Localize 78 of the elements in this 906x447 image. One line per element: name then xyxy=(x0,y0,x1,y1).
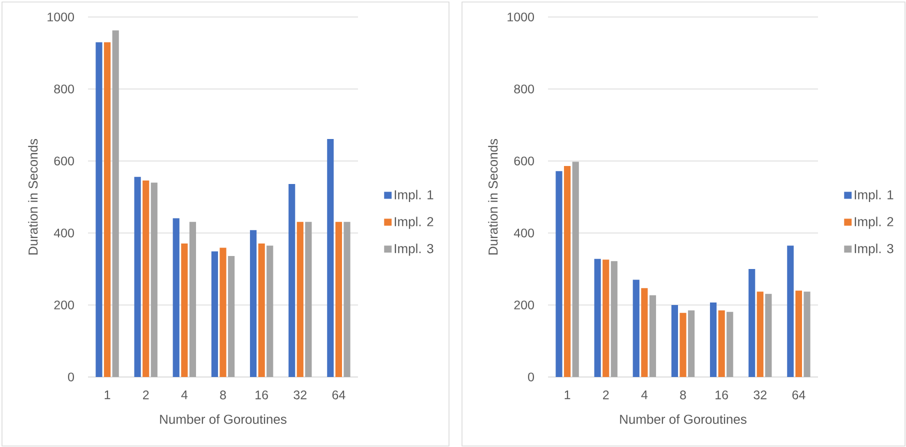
bar xyxy=(556,171,562,377)
bar xyxy=(305,222,312,377)
bar xyxy=(710,302,717,377)
bar xyxy=(189,222,196,377)
bar xyxy=(181,243,188,377)
legend-label: Impl. 1 xyxy=(394,190,434,202)
y-tick-label: 400 xyxy=(54,228,74,238)
bar xyxy=(150,182,158,377)
x-tick-label: 4 xyxy=(181,390,188,400)
bar xyxy=(134,176,141,377)
y-axis-title: Duration in Seconds xyxy=(488,138,498,254)
bar xyxy=(172,218,180,377)
bar xyxy=(718,310,725,377)
bar xyxy=(671,305,678,377)
y-tick-label: 1000 xyxy=(48,12,74,22)
x-tick-label: 2 xyxy=(143,390,149,400)
y-tick-label: 200 xyxy=(514,300,534,310)
bar xyxy=(104,42,111,377)
legend-label: Impl. 2 xyxy=(854,216,894,229)
x-tick-label: 64 xyxy=(792,390,806,400)
bar xyxy=(765,294,772,377)
y-tick-label: 800 xyxy=(54,84,74,94)
bar xyxy=(327,139,334,377)
bar xyxy=(258,243,265,377)
x-tick-label: 16 xyxy=(716,390,728,400)
x-tick-label: 16 xyxy=(256,390,268,400)
bar xyxy=(211,251,218,377)
legend-label: Impl. 3 xyxy=(394,244,434,256)
bar xyxy=(112,30,119,377)
bar xyxy=(688,310,695,377)
bar xyxy=(594,258,601,377)
bar xyxy=(572,162,579,377)
bar xyxy=(602,260,610,377)
bar xyxy=(335,222,342,377)
legend-label: Impl. 1 xyxy=(854,190,894,202)
x-tick-label: 8 xyxy=(680,390,686,400)
bar xyxy=(632,280,640,377)
bar xyxy=(266,246,274,377)
bar xyxy=(344,222,350,377)
x-tick-label: 1 xyxy=(104,390,110,400)
y-tick-label: 400 xyxy=(514,228,534,238)
bar xyxy=(756,292,764,377)
y-tick-label: 0 xyxy=(68,372,74,382)
y-tick-label: 600 xyxy=(514,156,534,166)
x-axis-title: Number of Goroutines xyxy=(620,414,746,424)
bar xyxy=(296,222,304,377)
x-tick-label: 2 xyxy=(603,390,609,400)
bar xyxy=(748,269,756,377)
bar xyxy=(288,184,296,377)
x-axis-title: Number of Goroutines xyxy=(160,414,286,424)
bar xyxy=(641,288,648,377)
x-tick-label: 32 xyxy=(754,390,766,400)
bar xyxy=(220,248,226,377)
bar xyxy=(804,292,810,377)
bar xyxy=(795,290,802,377)
legend-label: Impl. 3 xyxy=(854,244,894,256)
bar xyxy=(228,256,235,377)
x-tick-label: 8 xyxy=(220,390,226,400)
y-tick-label: 600 xyxy=(54,156,74,166)
legend-label: Impl. 2 xyxy=(394,216,434,229)
x-tick-label: 1 xyxy=(564,390,570,400)
x-tick-label: 64 xyxy=(332,390,346,400)
y-axis-title: Duration in Seconds xyxy=(28,138,38,254)
bar xyxy=(649,295,656,377)
y-tick-label: 200 xyxy=(54,300,74,310)
bar xyxy=(787,246,794,377)
bar xyxy=(96,42,102,377)
bar xyxy=(564,166,571,377)
bar xyxy=(142,180,150,377)
y-tick-label: 1000 xyxy=(508,12,534,22)
bar xyxy=(680,312,686,377)
y-tick-label: 800 xyxy=(514,84,534,94)
bar xyxy=(250,230,257,377)
bar xyxy=(610,261,618,377)
x-tick-label: 4 xyxy=(641,390,648,400)
x-tick-label: 32 xyxy=(294,390,306,400)
bar xyxy=(726,312,734,377)
y-tick-label: 0 xyxy=(528,372,534,382)
